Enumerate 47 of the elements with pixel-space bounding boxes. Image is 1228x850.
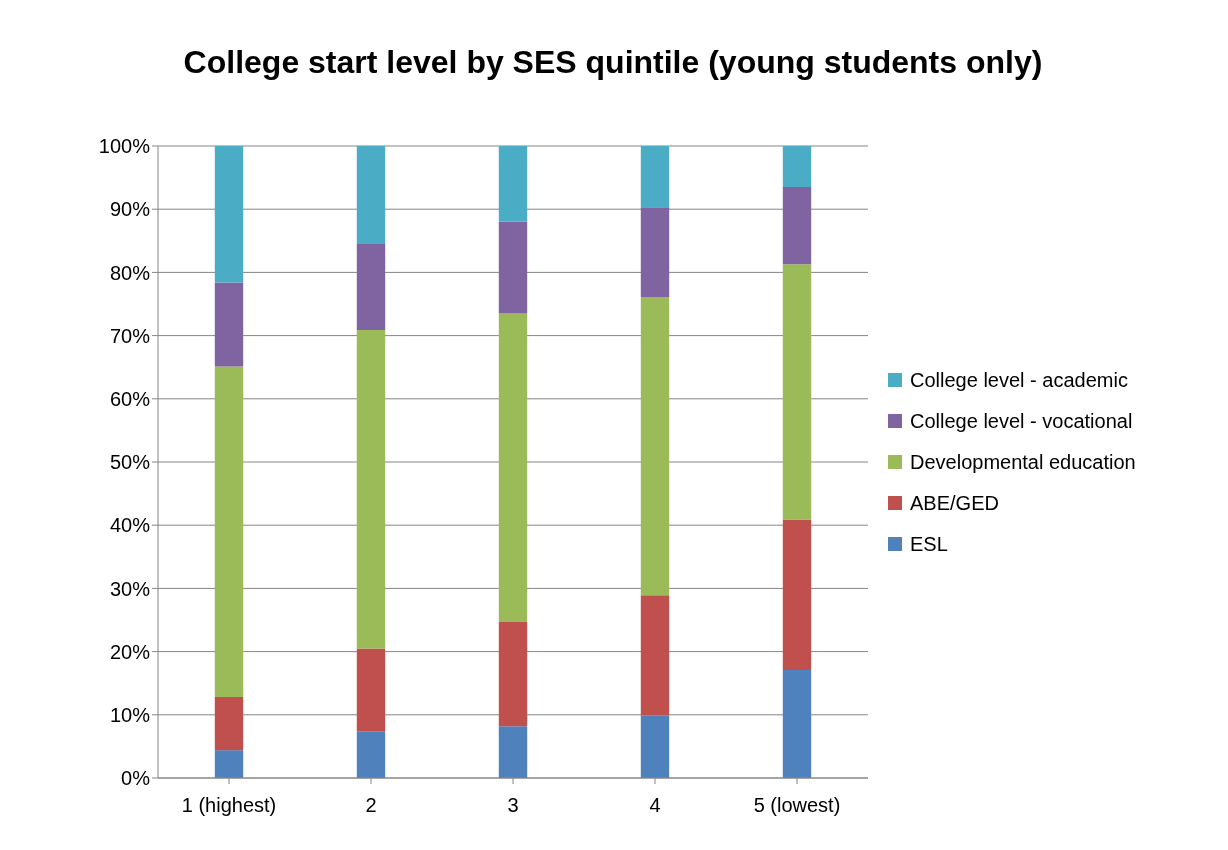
bar: [640, 297, 670, 596]
y-tick-label: 0%: [121, 767, 151, 790]
bar: [214, 146, 244, 283]
chart-title: College start level by SES quintile (young students only): [182, 43, 1044, 82]
y-tick-label: 40%: [109, 514, 151, 537]
x-tick-label: 4: [649, 794, 661, 817]
bar: [782, 669, 812, 778]
bar: [782, 264, 812, 520]
legend-label: ESL: [909, 532, 949, 556]
bar: [498, 146, 528, 222]
bar: [640, 207, 670, 298]
y-tick-label: 30%: [109, 577, 151, 600]
bar: [356, 243, 386, 330]
legend-label: Developmental education: [909, 450, 1137, 474]
bar: [214, 750, 244, 778]
bar: [782, 146, 812, 188]
bar: [782, 187, 812, 265]
legend-label: College level - vocational: [909, 409, 1134, 433]
bar: [214, 282, 244, 367]
bar: [356, 146, 386, 244]
bar: [356, 731, 386, 778]
legend-label: College level - academic: [909, 368, 1129, 392]
bar: [640, 715, 670, 778]
bar: [498, 726, 528, 778]
bar: [356, 648, 386, 732]
bar: [214, 366, 244, 698]
y-tick-label: 70%: [109, 324, 151, 347]
y-tick-label: 60%: [109, 387, 151, 410]
bar: [640, 146, 670, 208]
y-tick-label: 10%: [109, 703, 151, 726]
bar: [782, 519, 812, 670]
bar: [498, 221, 528, 314]
legend-label: ABE/GED: [909, 491, 1000, 515]
y-tick-label: 50%: [109, 451, 151, 474]
x-tick-label: 2: [365, 794, 377, 817]
bar: [640, 595, 670, 716]
y-tick-label: 20%: [109, 640, 151, 663]
bar: [356, 329, 386, 649]
y-tick-label: 80%: [109, 261, 151, 284]
y-tick-label: 100%: [98, 135, 151, 158]
bar: [498, 621, 528, 727]
x-tick-label: 5 (lowest): [753, 794, 841, 817]
bar: [214, 697, 244, 751]
bar: [498, 313, 528, 622]
x-tick-label: 1 (highest): [181, 794, 277, 817]
x-tick-label: 3: [507, 794, 519, 817]
y-tick-label: 90%: [109, 198, 151, 221]
